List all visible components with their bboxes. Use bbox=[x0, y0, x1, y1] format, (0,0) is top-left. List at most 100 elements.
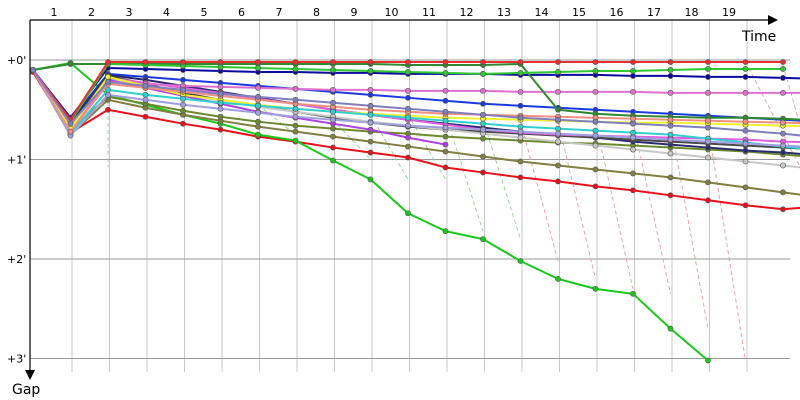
series-0-point-9 bbox=[367, 149, 374, 156]
series-17-point-18 bbox=[705, 117, 711, 124]
series-1-point-15 bbox=[592, 285, 599, 292]
x-tick-label-2: 2 bbox=[88, 6, 95, 19]
series-16 bbox=[30, 67, 800, 149]
series-17-point-19 bbox=[742, 118, 749, 125]
series-18-point-6 bbox=[255, 59, 261, 65]
series-18-point-18 bbox=[705, 59, 711, 65]
series-13-point-13 bbox=[517, 70, 524, 76]
series-6-point-20 bbox=[780, 149, 786, 156]
series-0-point-8 bbox=[330, 144, 336, 151]
series-2-point-14 bbox=[555, 162, 561, 169]
series-19-point-10 bbox=[405, 105, 411, 112]
y-tick-label-0: +0' bbox=[7, 54, 26, 67]
series-11-point-14 bbox=[555, 88, 561, 95]
pit-stop-line-8 bbox=[557, 121, 596, 280]
series-18-point-15 bbox=[592, 59, 599, 65]
series-line-2 bbox=[32, 69, 800, 196]
series-19-point-7 bbox=[292, 96, 299, 103]
series-2-point-19 bbox=[742, 184, 749, 191]
x-tick-label-8: 8 bbox=[313, 6, 320, 19]
series-19-point-1 bbox=[67, 120, 74, 127]
series-line-0 bbox=[32, 71, 800, 211]
series-2-point-11 bbox=[442, 148, 449, 155]
series-13-point-20 bbox=[780, 66, 786, 72]
series-15-point-8 bbox=[330, 108, 336, 115]
series-19-point-12 bbox=[480, 111, 486, 118]
series-8-point-19 bbox=[742, 158, 749, 165]
series-4-point-18 bbox=[705, 74, 711, 80]
series-19-point-17 bbox=[667, 122, 674, 129]
series-11-point-12 bbox=[480, 87, 486, 94]
series-0-point-12 bbox=[480, 169, 486, 176]
series-15-point-4 bbox=[180, 95, 186, 102]
pit-stop-line-5 bbox=[445, 114, 484, 232]
series-10-point-9 bbox=[367, 126, 374, 133]
series-19-point-4 bbox=[180, 86, 186, 93]
series-0-point-15 bbox=[592, 183, 599, 190]
pit-stop-line-12 bbox=[707, 125, 746, 361]
series-19-point-5 bbox=[217, 90, 224, 97]
series-11-point-17 bbox=[667, 89, 674, 96]
series-16-point-12 bbox=[480, 126, 486, 133]
series-10-point-10 bbox=[405, 134, 411, 141]
series-13-point-9 bbox=[367, 68, 374, 74]
series-13-point-16 bbox=[630, 68, 636, 74]
series-4-point-17 bbox=[667, 73, 674, 79]
series-5-point-9 bbox=[367, 91, 374, 98]
axes bbox=[25, 15, 778, 380]
pit-stop-line-4 bbox=[407, 114, 446, 180]
series-12-point-1 bbox=[67, 61, 74, 67]
series-2-point-15 bbox=[592, 166, 599, 173]
series-16-point-18 bbox=[705, 138, 711, 145]
x-tick-label-16: 16 bbox=[610, 6, 624, 19]
series-11-point-19 bbox=[742, 89, 749, 96]
series-19-point-14 bbox=[555, 116, 561, 123]
series-18-point-19 bbox=[742, 59, 749, 65]
series-18-point-8 bbox=[330, 59, 336, 65]
series-19-point-18 bbox=[705, 124, 711, 131]
series-19-point-15 bbox=[592, 118, 599, 125]
series-16-point-3 bbox=[142, 96, 149, 103]
pit-stop-line-2 bbox=[332, 119, 371, 160]
x-tick-label-11: 11 bbox=[422, 6, 436, 19]
series-1-point-18 bbox=[705, 357, 711, 364]
series-0 bbox=[30, 69, 800, 213]
series-line-17 bbox=[32, 69, 800, 133]
series-8-point-16 bbox=[630, 146, 636, 153]
series-13-point-8 bbox=[330, 67, 336, 73]
series-16-point-20 bbox=[780, 142, 786, 149]
series-19-point-0 bbox=[30, 67, 36, 73]
series-15-point-3 bbox=[142, 91, 149, 98]
series-0-point-14 bbox=[555, 178, 561, 185]
series-16-point-15 bbox=[592, 132, 599, 139]
series-16-point-16 bbox=[630, 134, 636, 141]
series-2-point-9 bbox=[367, 138, 374, 145]
series-19-point-8 bbox=[330, 99, 336, 106]
series-16-point-6 bbox=[255, 109, 261, 116]
series-14-point-2 bbox=[105, 74, 111, 80]
series-0-point-2 bbox=[105, 106, 111, 113]
series-4-point-16 bbox=[630, 73, 636, 79]
series-10-point-11 bbox=[442, 141, 449, 148]
series-15-point-13 bbox=[517, 123, 524, 130]
series-15-point-2 bbox=[105, 86, 111, 93]
series-15-point-16 bbox=[630, 129, 636, 136]
pit-stop-line-3 bbox=[370, 114, 409, 180]
series-5-point-11 bbox=[442, 97, 449, 104]
series-15-point-12 bbox=[480, 120, 486, 127]
series-4-point-19 bbox=[742, 74, 749, 80]
series-1-point-16 bbox=[630, 290, 636, 297]
x-tick-label-17: 17 bbox=[647, 6, 661, 19]
series-18-point-7 bbox=[292, 59, 299, 65]
series-line-15 bbox=[32, 69, 800, 150]
series-8-point-18 bbox=[705, 154, 711, 161]
series-11-point-7 bbox=[292, 85, 299, 92]
series-15-point-10 bbox=[405, 114, 411, 121]
x-tick-label-12: 12 bbox=[460, 6, 474, 19]
series-line-16 bbox=[32, 69, 800, 148]
series-2-point-12 bbox=[480, 153, 486, 160]
series-16-point-7 bbox=[292, 113, 299, 120]
series-8-point-13 bbox=[517, 134, 524, 141]
series-18-point-2 bbox=[105, 59, 111, 65]
